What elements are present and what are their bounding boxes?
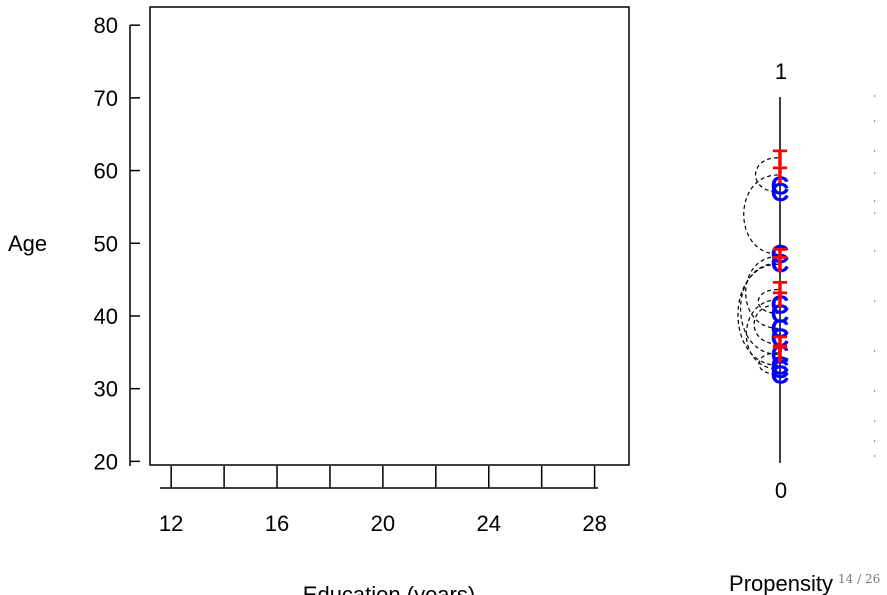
control-marker: C [771, 359, 790, 389]
treated-marker: T [773, 331, 788, 358]
match-lines [737, 157, 779, 376]
match-arc [739, 262, 779, 355]
control-marker: C [771, 239, 790, 269]
control-marker: C [771, 354, 790, 384]
treated-marker: T [773, 162, 788, 189]
control-marker: C [771, 298, 790, 328]
edge-speck [874, 172, 876, 174]
match-arc [758, 352, 779, 376]
match-arc [757, 288, 779, 314]
propensity-tick-label: 0 [775, 478, 787, 503]
treated-marker: T [773, 287, 788, 314]
match-arc [743, 174, 779, 255]
treated-marker: T [773, 340, 788, 367]
control-marker: C [771, 350, 790, 380]
match-arc [745, 255, 779, 329]
page-number: 14 / 26 [838, 572, 881, 586]
edge-speck [874, 390, 876, 392]
propensity-axis-label-line1: Propensity [729, 571, 833, 595]
y-tick-label: 80 [94, 13, 118, 38]
edge-speck [874, 120, 876, 122]
y-tick-label: 30 [94, 377, 118, 402]
treated-marker: T [773, 244, 788, 271]
y-tick-label: 50 [94, 231, 118, 256]
x-tick-label: 16 [265, 511, 289, 536]
treated-marker: T [773, 277, 788, 304]
propensity-axis-ticks: 01 [775, 59, 787, 503]
edge-speck [874, 150, 876, 152]
match-arc [745, 299, 779, 370]
edge-speck [874, 300, 876, 302]
treated-marker: T [773, 145, 788, 172]
propensity-tick-label: 1 [775, 59, 787, 84]
edge-speck [874, 350, 876, 352]
x-axis-label: Education (years) [303, 582, 475, 595]
x-axis-ticks: 12 16 20 24 28 [159, 466, 607, 536]
plot-frame [149, 6, 630, 466]
x-tick-label: 28 [582, 511, 606, 536]
edge-speck [874, 95, 876, 97]
control-marker: C [771, 171, 790, 201]
match-arc [754, 157, 779, 193]
control-marker: C [771, 322, 790, 352]
y-axis-label: Age [8, 231, 47, 256]
y-tick-label: 60 [94, 159, 118, 184]
scatter-plot-panel: 20 30 40 50 60 70 80 12 16 20 24 28 Age Education … [8, 6, 630, 595]
propensity-axis-label-line2: Score [752, 591, 809, 595]
control-marker: C [771, 313, 790, 343]
control-marker: C [771, 290, 790, 320]
y-tick-label: 40 [94, 304, 118, 329]
edge-speck [874, 455, 876, 457]
y-tick-label: 70 [94, 86, 118, 111]
x-tick-label: 12 [159, 511, 183, 536]
edge-speck [874, 200, 876, 202]
match-arc [753, 303, 779, 345]
edge-specks [874, 95, 876, 457]
treated-marker: T [773, 341, 788, 368]
edge-speck [874, 420, 876, 422]
control-marker: C [771, 248, 790, 278]
control-marker: C [771, 177, 790, 207]
x-tick-label: 20 [371, 511, 395, 536]
match-arc [737, 263, 779, 366]
treated-marker: T [773, 251, 788, 278]
edge-speck [874, 250, 876, 252]
edge-speck [874, 212, 876, 214]
control-marker: C [771, 340, 790, 370]
x-tick-label: 24 [476, 511, 500, 536]
edge-speck [874, 440, 876, 442]
y-tick-label: 20 [94, 449, 118, 474]
y-axis-ticks: 20 30 40 50 60 70 80 [94, 13, 140, 474]
